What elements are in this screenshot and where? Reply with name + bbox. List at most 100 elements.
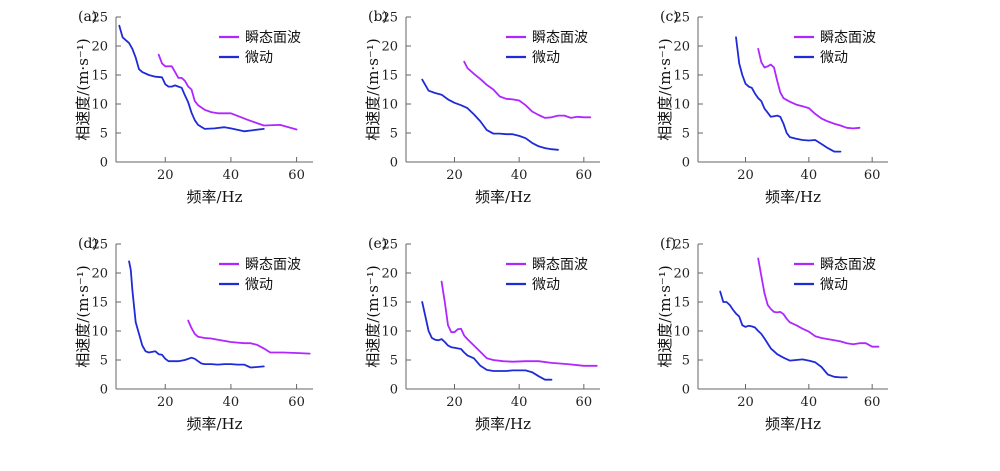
y-tick-label: 25: [673, 11, 690, 26]
legend-label: 微动: [820, 277, 848, 293]
x-axis-title: 频率/Hz: [186, 415, 242, 433]
x-tick-label: 20: [737, 395, 754, 410]
x-tick-label: 60: [576, 395, 593, 410]
series-line-microtremor: [118, 24, 265, 133]
x-tick-label: 60: [288, 168, 305, 183]
y-tick-label: 0: [682, 156, 690, 171]
y-tick-label: 20: [381, 40, 398, 55]
y-tick-label: 10: [91, 325, 108, 340]
y-tick-label: 15: [91, 69, 108, 84]
x-tick-label: 20: [157, 168, 174, 183]
y-axis-title: 相速度/(m·s⁻¹): [656, 38, 674, 140]
y-tick-label: 15: [673, 296, 690, 311]
y-tick-label: 10: [91, 98, 108, 113]
y-tick-label: 10: [381, 98, 398, 113]
x-tick-label: 40: [511, 168, 528, 183]
y-tick-label: 0: [100, 383, 108, 398]
chart-panel-4: 0 5 10 15 20 25 20 40 60 频率/Hz 相速度/(m·s⁻¹) (d) 瞬态面波微…: [74, 236, 313, 433]
x-axis-title: 频率/Hz: [765, 415, 821, 433]
y-tick-label: 15: [673, 69, 690, 84]
panel-label: (b): [368, 9, 388, 25]
y-axis-title: 相速度/(m·s⁻¹): [74, 265, 92, 367]
y-tick-label: 15: [91, 296, 108, 311]
x-tick-label: 60: [864, 395, 881, 410]
panel-label: (a): [78, 9, 97, 25]
legend-label: 微动: [245, 277, 273, 293]
panel-label: (e): [368, 236, 387, 252]
y-tick-label: 20: [673, 267, 690, 282]
legend-label: 瞬态面波: [820, 30, 876, 46]
y-tick-label: 5: [390, 354, 398, 369]
chart-panel-2: 0 5 10 15 20 25 20 40 60 频率/Hz 相速度/(m·s⁻¹) (b) 瞬态面波微…: [364, 9, 600, 206]
x-tick-label: 40: [511, 395, 528, 410]
x-tick-label: 60: [864, 168, 881, 183]
chart-panel-1: 0 5 10 15 20 25 20 40 60 频率/Hz 相速度/(m·s⁻¹) (a) 瞬态面波微…: [74, 9, 313, 206]
x-axis-title: 频率/Hz: [475, 188, 531, 206]
series-line-microtremor: [128, 260, 265, 369]
y-tick-label: 5: [100, 127, 108, 142]
series-line-transient-surface-wave: [157, 53, 298, 131]
series-line-transient-surface-wave: [187, 319, 311, 355]
y-axis-title: 相速度/(m·s⁻¹): [364, 265, 382, 367]
y-tick-label: 25: [381, 238, 398, 253]
panel-label: (d): [78, 236, 98, 252]
y-tick-label: 20: [673, 40, 690, 55]
y-tick-label: 10: [673, 98, 690, 113]
y-tick-label: 5: [682, 127, 690, 142]
y-tick-label: 25: [673, 238, 690, 253]
y-tick-label: 25: [381, 11, 398, 26]
x-tick-label: 40: [223, 395, 240, 410]
x-tick-label: 60: [288, 395, 305, 410]
chart-panel-5: 0 5 10 15 20 25 20 40 60 频率/Hz 相速度/(m·s⁻¹) (e) 瞬态面波微…: [364, 236, 600, 433]
y-tick-label: 10: [673, 325, 690, 340]
y-tick-label: 5: [390, 127, 398, 142]
y-tick-label: 15: [381, 69, 398, 84]
x-tick-label: 20: [737, 168, 754, 183]
y-axis-title: 相速度/(m·s⁻¹): [656, 265, 674, 367]
x-tick-label: 40: [801, 395, 818, 410]
y-tick-label: 20: [91, 267, 108, 282]
y-tick-label: 20: [91, 40, 108, 55]
y-tick-label: 0: [390, 156, 398, 171]
x-tick-label: 40: [801, 168, 818, 183]
x-axis-title: 频率/Hz: [765, 188, 821, 206]
series-line-transient-surface-wave: [757, 48, 861, 130]
y-tick-label: 0: [100, 156, 108, 171]
series-line-microtremor: [719, 290, 848, 379]
x-tick-label: 20: [157, 395, 174, 410]
y-axis-title: 相速度/(m·s⁻¹): [364, 38, 382, 140]
panel-label: (c): [660, 9, 679, 25]
legend-label: 瞬态面波: [245, 30, 301, 46]
x-tick-label: 60: [576, 168, 593, 183]
y-tick-label: 25: [91, 11, 108, 26]
chart-panel-6: 0 5 10 15 20 25 20 40 60 频率/Hz 相速度/(m·s⁻¹) (f) 瞬态面波微…: [656, 236, 888, 433]
legend-label: 瞬态面波: [820, 257, 876, 273]
legend-label: 微动: [532, 50, 560, 66]
x-tick-label: 40: [223, 168, 240, 183]
legend-label: 微动: [245, 50, 273, 66]
x-tick-label: 20: [446, 395, 463, 410]
series-line-transient-surface-wave: [463, 60, 592, 119]
x-axis-title: 频率/Hz: [186, 188, 242, 206]
legend-label: 瞬态面波: [532, 30, 588, 46]
y-tick-label: 5: [682, 354, 690, 369]
y-tick-label: 0: [390, 383, 398, 398]
y-tick-label: 10: [381, 325, 398, 340]
panel-label: (f): [660, 236, 676, 252]
y-tick-label: 0: [682, 383, 690, 398]
legend-label: 微动: [532, 277, 560, 293]
series-line-microtremor: [421, 301, 553, 381]
legend-label: 瞬态面波: [245, 257, 301, 273]
y-tick-label: 25: [91, 238, 108, 253]
legend-label: 微动: [820, 50, 848, 66]
x-tick-label: 20: [446, 168, 463, 183]
series-line-microtremor: [421, 78, 559, 151]
series-line-microtremor: [735, 36, 842, 153]
chart-panel-3: 0 5 10 15 20 25 20 40 60 频率/Hz 相速度/(m·s⁻¹) (c) 瞬态面波微…: [656, 9, 888, 206]
y-tick-label: 5: [100, 354, 108, 369]
y-tick-label: 15: [381, 296, 398, 311]
y-tick-label: 20: [381, 267, 398, 282]
series-line-transient-surface-wave: [757, 257, 880, 348]
